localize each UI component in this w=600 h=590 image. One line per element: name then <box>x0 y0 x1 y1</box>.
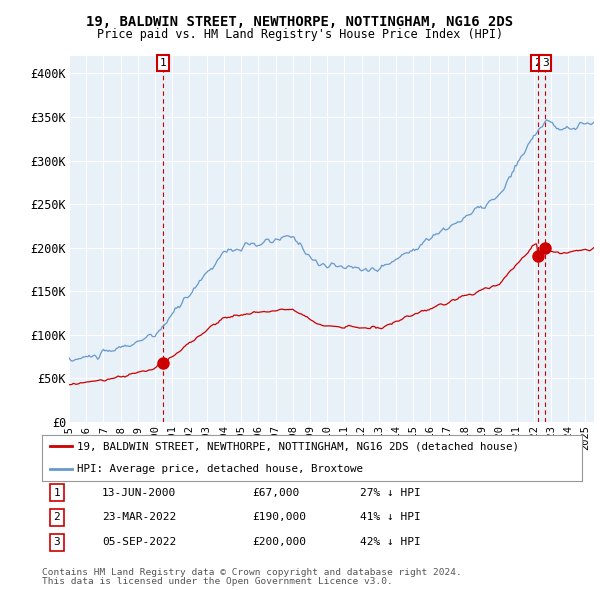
Text: 19, BALDWIN STREET, NEWTHORPE, NOTTINGHAM, NG16 2DS (detached house): 19, BALDWIN STREET, NEWTHORPE, NOTTINGHA… <box>77 441 519 451</box>
Text: 05-SEP-2022: 05-SEP-2022 <box>102 537 176 547</box>
Text: 13-JUN-2000: 13-JUN-2000 <box>102 488 176 497</box>
Text: 42% ↓ HPI: 42% ↓ HPI <box>360 537 421 547</box>
Text: 23-MAR-2022: 23-MAR-2022 <box>102 513 176 522</box>
Text: 1: 1 <box>160 58 166 68</box>
Text: 2: 2 <box>53 513 61 522</box>
Text: 2: 2 <box>534 58 541 68</box>
Text: 41% ↓ HPI: 41% ↓ HPI <box>360 513 421 522</box>
Text: £190,000: £190,000 <box>252 513 306 522</box>
Text: HPI: Average price, detached house, Broxtowe: HPI: Average price, detached house, Brox… <box>77 464 363 474</box>
Text: This data is licensed under the Open Government Licence v3.0.: This data is licensed under the Open Gov… <box>42 578 393 586</box>
Text: 3: 3 <box>542 58 548 68</box>
Text: 19, BALDWIN STREET, NEWTHORPE, NOTTINGHAM, NG16 2DS: 19, BALDWIN STREET, NEWTHORPE, NOTTINGHA… <box>86 15 514 29</box>
Text: £67,000: £67,000 <box>252 488 299 497</box>
Text: 1: 1 <box>53 488 61 497</box>
Text: 3: 3 <box>53 537 61 547</box>
Text: 27% ↓ HPI: 27% ↓ HPI <box>360 488 421 497</box>
Text: Price paid vs. HM Land Registry's House Price Index (HPI): Price paid vs. HM Land Registry's House … <box>97 28 503 41</box>
Text: Contains HM Land Registry data © Crown copyright and database right 2024.: Contains HM Land Registry data © Crown c… <box>42 568 462 577</box>
Text: £200,000: £200,000 <box>252 537 306 547</box>
